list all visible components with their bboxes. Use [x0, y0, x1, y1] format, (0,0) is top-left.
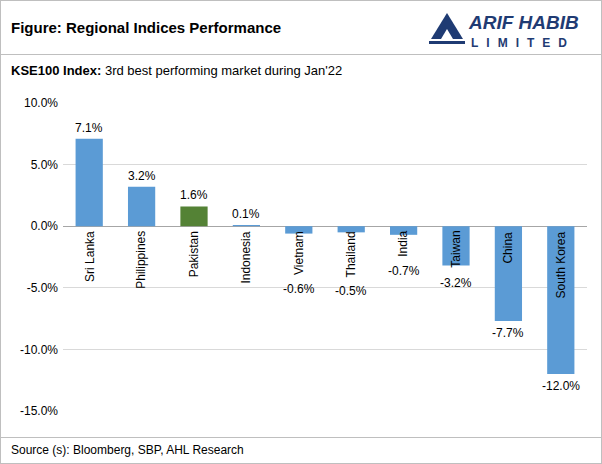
svg-text:Taiwan: Taiwan — [449, 230, 463, 267]
svg-text:ARIF HABIB: ARIF HABIB — [468, 12, 579, 33]
svg-text:Vietnam: Vietnam — [292, 231, 306, 275]
svg-text:Pakistan: Pakistan — [187, 231, 201, 277]
svg-text:-10.0%: -10.0% — [20, 343, 58, 357]
svg-text:5.0%: 5.0% — [31, 158, 59, 172]
html-text:Figure: Regional Indices Perfo: Figure: Regional Indices Performance — [11, 19, 282, 36]
svg-text:7.1%: 7.1% — [75, 121, 103, 135]
svg-text:-7.7%: -7.7% — [492, 326, 524, 340]
svg-text:Sri Lanka: Sri Lanka — [83, 231, 97, 282]
html-text:KSE100 Index: 3rd best perform: KSE100 Index: 3rd best performing market… — [11, 63, 343, 78]
svg-text:10.0%: 10.0% — [24, 96, 58, 110]
svg-text:India: India — [396, 230, 410, 256]
svg-text:South Korea: South Korea — [554, 231, 568, 298]
svg-text:0.1%: 0.1% — [232, 207, 260, 221]
svg-text:-0.7%: -0.7% — [388, 264, 420, 278]
svg-text:1.6%: 1.6% — [180, 188, 208, 202]
svg-text:Philippines: Philippines — [134, 231, 148, 289]
svg-text:-0.5%: -0.5% — [335, 284, 367, 298]
svg-text:-12.0%: -12.0% — [542, 379, 580, 393]
svg-text:-5.0%: -5.0% — [27, 281, 59, 295]
svg-text:3.2%: 3.2% — [128, 169, 156, 183]
svg-text:Indonesia: Indonesia — [239, 231, 253, 283]
svg-text:-15.0%: -15.0% — [20, 404, 58, 418]
svg-text:-3.2%: -3.2% — [440, 276, 472, 290]
html-text:Source (s): Bloomberg, SBP, AH: Source (s): Bloomberg, SBP, AHL Research — [11, 443, 244, 457]
svg-text:-0.6%: -0.6% — [283, 282, 315, 296]
svg-text:Thailand: Thailand — [344, 231, 358, 277]
svg-text:LIMITED: LIMITED — [471, 36, 575, 50]
svg-text:China: China — [501, 232, 515, 264]
svg-text:0.0%: 0.0% — [31, 219, 59, 233]
